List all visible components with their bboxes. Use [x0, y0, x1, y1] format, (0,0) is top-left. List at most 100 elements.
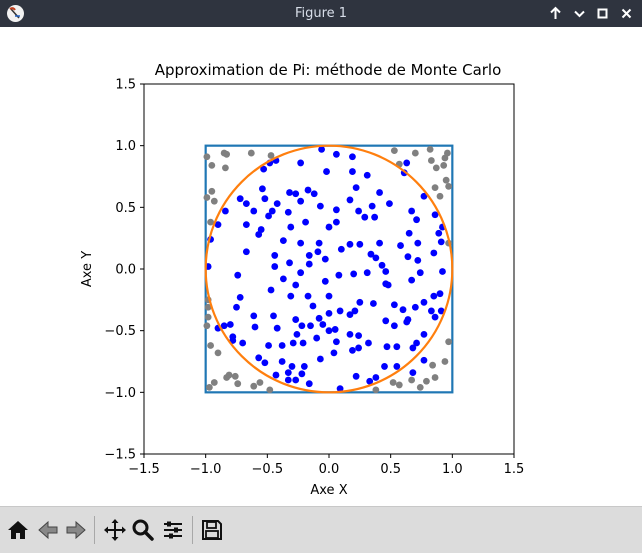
point-outside: [203, 322, 211, 330]
point-outside: [223, 374, 231, 381]
window-title: Figure 1: [294, 6, 348, 21]
point-outside: [431, 374, 439, 381]
point-inside: [255, 354, 263, 362]
point-inside: [420, 356, 428, 364]
point-inside: [234, 271, 242, 279]
point-inside: [381, 363, 388, 370]
x-ticks: −1.5 −1.0 −0.5 0.0 0.5 1.0 1.5: [128, 454, 524, 477]
point-outside: [231, 372, 239, 380]
point-outside: [222, 164, 229, 172]
point-inside: [349, 347, 356, 354]
minimize-icon[interactable]: [570, 4, 589, 23]
point-inside: [310, 190, 318, 198]
keep-above-icon[interactable]: [546, 4, 565, 23]
point-inside: [399, 306, 407, 314]
zoom-magnifier-icon[interactable]: [131, 518, 155, 542]
point-inside: [307, 322, 314, 330]
point-inside: [325, 292, 333, 300]
y-tick-label: 1.5: [115, 78, 136, 93]
point-inside: [236, 195, 244, 203]
point-inside: [287, 292, 295, 300]
x-tick-label: −1.5: [128, 462, 160, 477]
point-inside: [321, 255, 329, 263]
point-outside: [395, 381, 403, 389]
point-inside: [323, 168, 330, 175]
point-inside: [355, 344, 362, 352]
point-inside: [427, 307, 435, 315]
point-inside: [304, 186, 312, 194]
configure-subplots-icon[interactable]: [161, 518, 185, 542]
point-outside: [372, 386, 380, 394]
plot-area: [203, 144, 454, 394]
point-inside: [405, 229, 413, 237]
point-inside: [376, 239, 383, 247]
back-arrow-icon[interactable]: [36, 518, 60, 542]
point-inside: [321, 277, 329, 285]
point-inside: [333, 206, 340, 214]
figure-canvas[interactable]: Approximation de Pi: méthode de Monte Ca…: [0, 27, 642, 506]
point-inside: [349, 168, 356, 175]
point-inside: [335, 271, 343, 279]
point-inside: [250, 312, 258, 320]
point-outside: [442, 176, 450, 184]
point-inside: [333, 150, 340, 158]
point-inside: [268, 207, 276, 215]
point-outside: [441, 358, 449, 365]
unit-square: [204, 144, 454, 394]
point-inside: [286, 259, 293, 267]
point-outside: [247, 149, 255, 157]
point-inside: [272, 371, 280, 379]
x-tick-label: −0.5: [252, 462, 284, 477]
point-inside: [368, 202, 376, 210]
point-outside: [208, 187, 216, 195]
point-inside: [286, 189, 293, 196]
x-tick-label: 0.5: [380, 462, 401, 477]
point-inside: [292, 376, 300, 384]
points-outside-series: [203, 145, 453, 394]
point-inside: [352, 372, 360, 380]
point-outside: [205, 384, 213, 391]
point-inside: [292, 316, 300, 323]
point-inside: [250, 207, 258, 215]
point-inside: [416, 269, 424, 277]
point-inside: [393, 363, 401, 370]
point-inside: [292, 281, 300, 289]
forward-arrow-icon[interactable]: [64, 518, 88, 542]
save-floppy-icon[interactable]: [200, 518, 224, 542]
point-inside: [370, 300, 377, 307]
point-inside: [288, 363, 296, 370]
point-inside: [420, 298, 428, 306]
point-outside: [408, 376, 416, 384]
point-outside: [416, 384, 424, 391]
point-outside: [256, 379, 264, 386]
point-inside: [382, 317, 390, 325]
point-outside: [214, 349, 222, 357]
point-outside: [426, 145, 434, 153]
pan-move-icon[interactable]: [103, 518, 127, 542]
point-outside: [440, 162, 448, 169]
point-inside: [273, 324, 281, 332]
home-icon[interactable]: [6, 518, 30, 542]
title-bar: Figure 1: [0, 0, 642, 27]
point-inside: [261, 195, 269, 203]
point-inside: [436, 290, 444, 298]
point-inside: [270, 312, 277, 320]
point-inside: [383, 343, 391, 351]
point-inside: [315, 314, 323, 322]
y-tick-label: −0.5: [104, 324, 136, 339]
point-inside: [325, 223, 333, 231]
point-inside: [251, 323, 259, 331]
point-outside: [210, 197, 218, 205]
close-icon[interactable]: [617, 4, 636, 23]
point-inside: [299, 339, 307, 347]
y-tick-label: −1.0: [104, 386, 136, 401]
point-outside: [204, 313, 212, 321]
point-inside: [261, 359, 269, 367]
point-inside: [330, 349, 338, 357]
x-tick-label: 0.0: [319, 462, 340, 477]
point-inside: [403, 159, 411, 167]
point-inside: [267, 286, 275, 294]
point-inside: [351, 307, 359, 315]
point-inside: [435, 229, 443, 237]
maximize-icon[interactable]: [593, 4, 612, 23]
